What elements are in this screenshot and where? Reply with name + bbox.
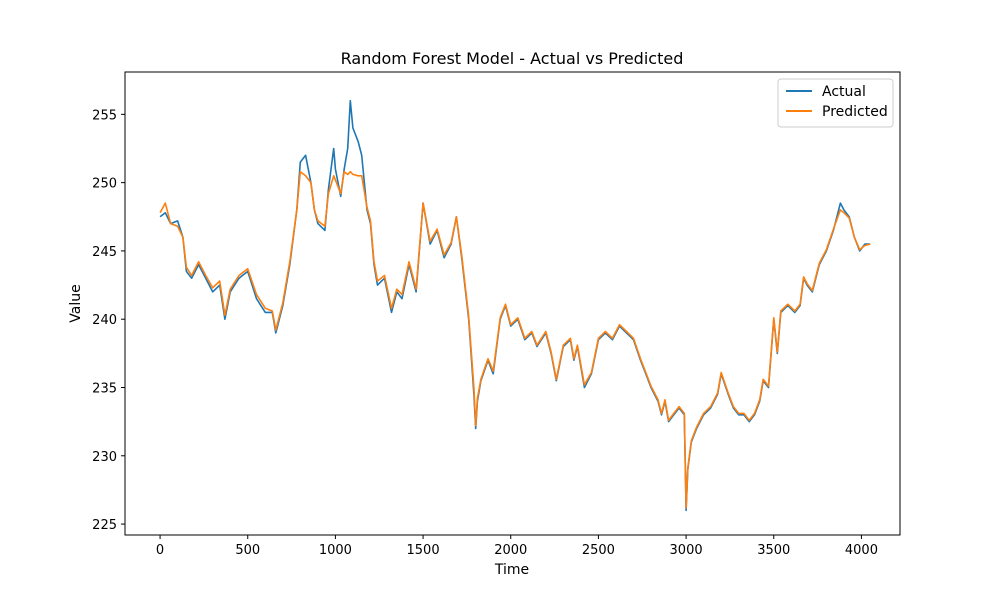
y-tick-label: 225 xyxy=(92,518,117,533)
plot-area xyxy=(124,71,901,536)
x-tick-label: 3000 xyxy=(670,543,703,558)
x-tick-label: 3500 xyxy=(757,543,790,558)
legend: Actual Predicted xyxy=(777,78,894,128)
x-tick-label: 4000 xyxy=(845,543,878,558)
x-axis: 0 500 1000 1500 2000 2500 3000 3500 4000 xyxy=(156,535,878,558)
chart-title: Random Forest Model - Actual vs Predicte… xyxy=(341,49,684,68)
series-line-predicted xyxy=(159,170,871,509)
x-axis-label: Time xyxy=(494,562,529,578)
x-tick-label: 0 xyxy=(156,543,164,558)
y-tick-label: 245 xyxy=(92,245,117,260)
x-tick-label: 500 xyxy=(235,543,260,558)
legend-actual-label: Actual xyxy=(822,84,866,100)
legend-predicted-label: Predicted xyxy=(822,104,888,120)
axes-background xyxy=(125,72,900,535)
x-tick-label: 1000 xyxy=(319,543,352,558)
y-tick-label: 255 xyxy=(92,108,117,123)
y-tick-label: 240 xyxy=(92,313,117,328)
y-axis: 225 230 235 240 245 250 255 xyxy=(92,108,125,533)
series-layer xyxy=(159,99,871,512)
y-tick-label: 250 xyxy=(92,177,117,192)
x-tick-label: 2500 xyxy=(582,543,615,558)
x-tick-label: 2000 xyxy=(494,543,527,558)
y-tick-label: 235 xyxy=(92,381,117,396)
axes-frame xyxy=(124,71,901,536)
y-tick-label: 230 xyxy=(92,450,117,465)
x-tick-label: 1500 xyxy=(407,543,440,558)
y-axis-label: Value xyxy=(68,284,84,322)
